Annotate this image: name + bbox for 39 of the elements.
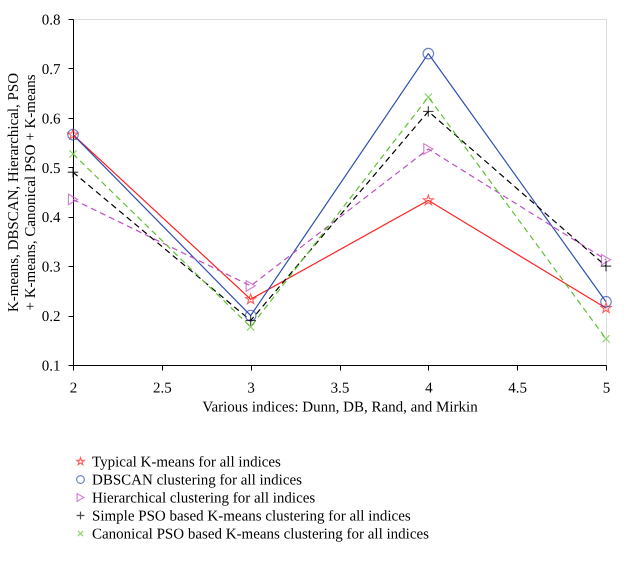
legend-label: DBSCAN clustering for all indices xyxy=(92,472,302,488)
y-tick-label: 0.7 xyxy=(42,62,61,78)
x-tick-label: 3 xyxy=(247,380,255,396)
point xyxy=(600,260,612,272)
point xyxy=(602,334,610,344)
y-tick-label: 0.4 xyxy=(42,210,61,226)
point xyxy=(600,296,612,308)
legend-label: Simple PSO based K-means clustering for all indices xyxy=(92,508,411,524)
point xyxy=(244,314,257,326)
legend-label: Hierarchical clustering for all indices xyxy=(92,490,316,506)
point xyxy=(422,106,434,118)
point xyxy=(246,280,256,292)
point xyxy=(244,310,257,322)
x-tick-label: 2 xyxy=(70,380,78,396)
point xyxy=(68,194,78,206)
point xyxy=(423,143,434,155)
x-tick-label: 2.5 xyxy=(152,380,172,396)
legend-label: Canonical PSO based K-means clustering for all indices xyxy=(92,526,430,542)
x-tick-label: 4 xyxy=(425,380,434,396)
point xyxy=(245,293,256,304)
y-tick-label: 0.1 xyxy=(42,358,60,374)
y-tick-label: 0.8 xyxy=(42,12,60,28)
point xyxy=(68,150,78,158)
point xyxy=(422,194,434,206)
y-tick-label: 0.5 xyxy=(42,160,60,177)
y-tick-label: 0.6 xyxy=(42,111,61,128)
point xyxy=(246,322,255,332)
y-axis-title: K-means, DBSCAN, Hierarchical, PSO + K-means, Canonical PSO + K-means xyxy=(6,72,39,312)
x-tick-label: 3.5 xyxy=(330,380,350,396)
legend-label: Typical K-means for all indices xyxy=(92,454,282,470)
point xyxy=(424,92,433,102)
point xyxy=(600,254,612,266)
x-tick-label: 4.5 xyxy=(508,380,528,396)
y-tick-label: 0.3 xyxy=(42,260,60,276)
x-axis-title: Various indices: Dunn, DB, Rand, and Mirkin xyxy=(202,400,478,416)
y-tick-label: 0.2 xyxy=(42,309,60,326)
point xyxy=(600,302,612,313)
x-tick-label: 5 xyxy=(602,380,610,396)
point xyxy=(422,48,434,60)
